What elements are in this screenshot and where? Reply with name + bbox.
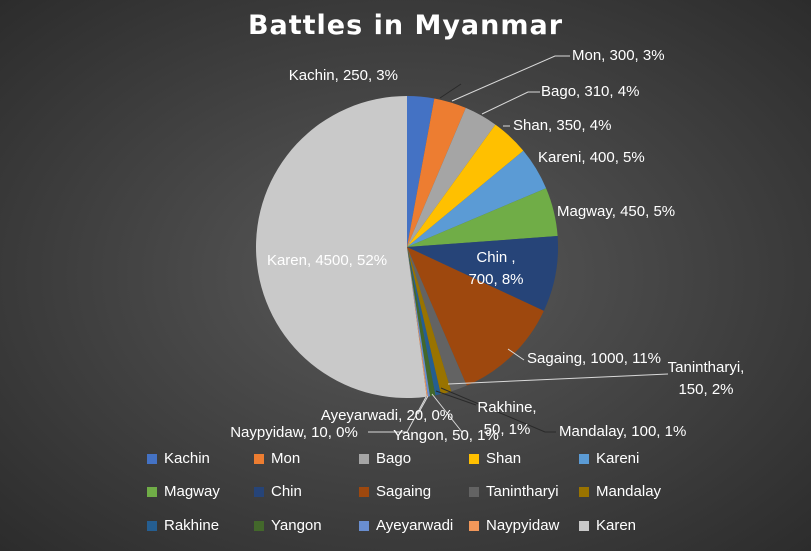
data-label-kachin: Kachin, 250, 3% — [289, 67, 398, 84]
pie-slice-mandalay — [407, 247, 452, 395]
legend-label-mandalay: Mandalay — [596, 483, 662, 500]
legend-item-mon: Mon — [254, 450, 300, 467]
legend-label-kareni: Kareni — [596, 450, 640, 467]
leader-line-naypyidaw — [368, 396, 427, 433]
legend-swatch-rakhine — [147, 520, 157, 531]
data-label-yangon: Yangon, 50, 1% — [393, 427, 499, 444]
legend-label-ayeyarwadi: Ayeyarwadi — [376, 517, 454, 534]
legend-swatch-shan — [469, 453, 479, 464]
legend-label-bago: Bago — [376, 450, 412, 467]
pie-slice-yangon — [407, 247, 436, 397]
pie-slice-naypyidaw — [407, 247, 428, 397]
pie-slice-rakhine — [407, 247, 441, 396]
legend-swatch-mandalay — [579, 486, 589, 497]
pie-slice-karen — [255, 96, 427, 398]
legend-label-sagaing: Sagaing — [376, 483, 432, 500]
leader-line-tanintharyi — [447, 373, 669, 385]
pie-slice-kareni — [407, 150, 547, 247]
legend-swatch-chin — [254, 486, 264, 497]
legend-swatch-sagaing — [359, 486, 369, 497]
data-label-karen: Karen, 4500, 52% — [267, 252, 387, 269]
legend-swatch-kareni — [579, 453, 589, 464]
legend-item-rakhine: Rakhine — [147, 517, 219, 534]
legend-swatch-ayeyarwadi — [359, 520, 369, 531]
legend-swatch-bago — [359, 453, 369, 464]
data-label-shan: Shan, 350, 4% — [513, 117, 611, 134]
leader-line-ayeyarwadi — [417, 395, 429, 415]
legend-label-chin: Chin — [271, 483, 302, 500]
legend-label-yangon: Yangon — [271, 517, 322, 534]
data-label-kareni: Kareni, 400, 5% — [538, 149, 645, 166]
chart-title: Battles in Myanmar — [247, 10, 564, 41]
legend-swatch-yangon — [254, 520, 264, 531]
leader-line-mon — [451, 55, 570, 102]
legend-item-shan: Shan — [469, 450, 521, 467]
legend-label-karen: Karen — [596, 517, 637, 534]
legend-item-chin: Chin — [254, 483, 302, 500]
pie-slice-shan — [407, 124, 524, 247]
legend-item-magway: Magway — [147, 483, 220, 500]
legend-swatch-tanintharyi — [469, 486, 479, 497]
leader-lines — [368, 55, 669, 433]
legend-label-shan: Shan — [486, 450, 522, 467]
legend-swatch-magway — [147, 486, 157, 497]
data-label-sagaing: Sagaing, 1000, 11% — [527, 350, 661, 367]
pie-slice-sagaing — [407, 247, 544, 386]
legend-swatch-karen — [579, 520, 589, 531]
legend-item-naypyidaw: Naypyidaw — [469, 517, 559, 534]
data-label-bago: Bago, 310, 4% — [541, 83, 639, 100]
pie-slice-mon — [407, 98, 466, 247]
leader-line-bago — [481, 91, 540, 115]
legend-swatch-kachin — [147, 453, 157, 464]
legend-item-ayeyarwadi: Ayeyarwadi — [359, 517, 453, 534]
legend-swatch-mon — [254, 453, 264, 464]
legend-label-mon: Mon — [271, 450, 301, 467]
legend-label-rakhine: Rakhine — [164, 517, 220, 534]
data-label-naypyidaw: Naypyidaw, 10, 0% — [230, 424, 358, 441]
pie-slice-ayeyarwadi — [407, 247, 430, 397]
pie-slice-tanintharyi — [407, 247, 467, 392]
data-label-ayeyarwadi: Ayeyarwadi, 20, 0% — [321, 407, 453, 424]
legend-label-naypyidaw: Naypyidaw — [486, 517, 560, 534]
data-label-tanintharyi: Tanintharyi, 150, 2% — [668, 359, 745, 398]
legend-item-yangon: Yangon — [254, 517, 322, 534]
leader-line-rakhine — [435, 390, 477, 406]
legend-item-karen: Karen — [579, 517, 636, 534]
legend-item-bago: Bago — [359, 450, 411, 467]
leader-line-yangon — [431, 393, 463, 433]
legend-item-kachin: Kachin — [147, 450, 210, 467]
pie-slice-chin — [407, 236, 558, 311]
data-label-magway: Magway, 450, 5% — [557, 203, 675, 220]
pie-slice-bago — [407, 107, 496, 248]
pie-slice-magway — [407, 188, 558, 247]
leader-line-kachin — [439, 83, 462, 99]
legend-item-tanintharyi: Tanintharyi — [469, 483, 559, 500]
data-label-mon: Mon, 300, 3% — [572, 47, 665, 64]
pie-slice-kachin — [407, 96, 435, 247]
legend-swatch-naypyidaw — [469, 520, 479, 531]
legend-label-kachin: Kachin — [164, 450, 210, 467]
leader-line-mandalay — [440, 387, 556, 433]
legend-item-sagaing: Sagaing — [359, 483, 431, 500]
legend-item-kareni: Kareni — [579, 450, 639, 467]
data-label-mandalay: Mandalay, 100, 1% — [559, 423, 686, 440]
data-label-rakhine: Rakhine, 50, 1% — [477, 399, 536, 438]
legend-item-mandalay: Mandalay — [579, 483, 661, 500]
data-label-chin: Chin , 700, 8% — [468, 249, 523, 288]
legend-label-tanintharyi: Tanintharyi — [486, 483, 559, 500]
legend-label-magway: Magway — [164, 483, 220, 500]
leader-line-sagaing — [507, 348, 525, 361]
